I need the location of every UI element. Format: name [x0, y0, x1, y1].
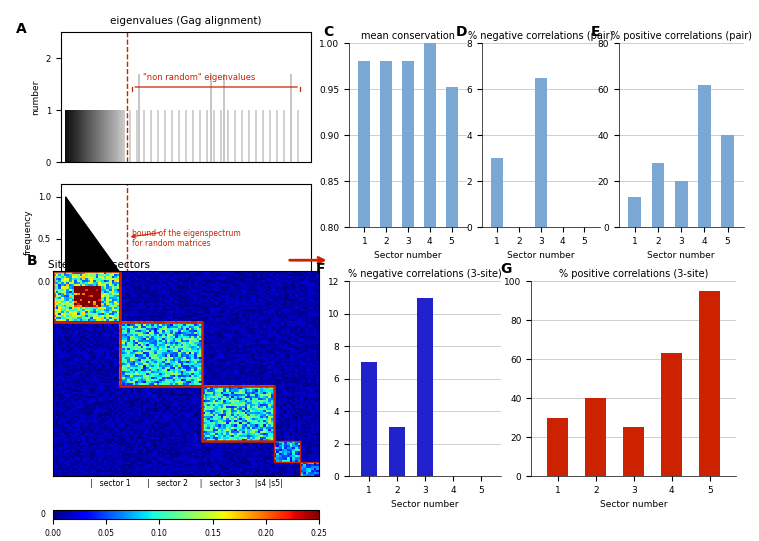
- Text: G: G: [501, 262, 512, 276]
- X-axis label: Sector number: Sector number: [507, 252, 575, 261]
- Bar: [301, 461, 319, 476]
- Bar: [150, 110, 152, 162]
- Bar: [178, 110, 180, 162]
- X-axis label: Sector number: Sector number: [647, 252, 715, 261]
- Bar: [223, 74, 225, 162]
- Title: eigenvalues (Gag alignment): eigenvalues (Gag alignment): [110, 16, 262, 26]
- Text: Sites within sectors: Sites within sectors: [48, 260, 150, 270]
- Bar: [283, 110, 285, 162]
- Bar: [276, 110, 278, 162]
- Bar: [547, 418, 568, 476]
- X-axis label: Sector number: Sector number: [374, 252, 442, 261]
- Bar: [129, 110, 131, 162]
- Bar: [361, 362, 376, 476]
- Bar: [491, 159, 503, 227]
- Text: "non random" eigenvalues: "non random" eigenvalues: [143, 73, 256, 82]
- X-axis label: eigenvalues (randomized alignment): eigenvalues (randomized alignment): [102, 306, 269, 315]
- Bar: [138, 74, 140, 162]
- Bar: [209, 74, 212, 162]
- Bar: [721, 135, 734, 227]
- Bar: [535, 78, 546, 227]
- Bar: [202, 386, 273, 441]
- Title: % negative correlations (pair): % negative correlations (pair): [468, 31, 613, 41]
- Bar: [424, 43, 436, 541]
- Title: % negative correlations (3-site): % negative correlations (3-site): [348, 269, 502, 279]
- Bar: [164, 110, 166, 162]
- X-axis label: |   sector 1       |   sector 2     |   sector 3      |s4 |s5|: | sector 1 | sector 2 | sector 3 |s4 |s5…: [90, 479, 282, 488]
- Text: bound of the eigenspectrum
for random matrices: bound of the eigenspectrum for random ma…: [132, 229, 241, 248]
- Bar: [290, 74, 292, 162]
- Bar: [585, 398, 606, 476]
- Text: E: E: [591, 25, 600, 39]
- Bar: [213, 110, 215, 162]
- Bar: [53, 270, 120, 322]
- Bar: [358, 61, 370, 541]
- Y-axis label: number: number: [31, 80, 40, 115]
- Bar: [661, 353, 682, 476]
- Text: D: D: [456, 25, 468, 39]
- Text: F: F: [316, 262, 326, 276]
- Bar: [628, 197, 641, 227]
- Bar: [380, 61, 392, 541]
- Bar: [199, 110, 201, 162]
- Bar: [220, 110, 222, 162]
- Title: mean conservation: mean conservation: [361, 31, 455, 41]
- Bar: [269, 110, 271, 162]
- Bar: [290, 110, 291, 162]
- Text: C: C: [323, 25, 333, 39]
- Bar: [255, 110, 257, 162]
- X-axis label: Sector number: Sector number: [600, 500, 667, 510]
- Title: % positive correlations (3-site): % positive correlations (3-site): [559, 269, 708, 279]
- Text: 0: 0: [40, 510, 46, 519]
- Bar: [402, 61, 414, 541]
- Bar: [248, 110, 250, 162]
- Bar: [120, 322, 202, 386]
- Bar: [652, 163, 664, 227]
- Bar: [262, 110, 264, 162]
- Text: B: B: [27, 254, 37, 268]
- Bar: [171, 110, 173, 162]
- Bar: [206, 110, 208, 162]
- Bar: [698, 85, 710, 227]
- Bar: [417, 298, 433, 476]
- Bar: [623, 427, 644, 476]
- Bar: [297, 110, 299, 162]
- Bar: [241, 110, 243, 162]
- Text: A: A: [16, 22, 27, 36]
- Bar: [157, 110, 159, 162]
- Bar: [136, 110, 138, 162]
- Bar: [446, 88, 458, 541]
- Bar: [143, 110, 145, 162]
- Title: % positive correlations (pair): % positive correlations (pair): [611, 31, 751, 41]
- Bar: [227, 110, 229, 162]
- Bar: [389, 427, 405, 476]
- Bar: [699, 291, 720, 476]
- Bar: [185, 110, 187, 162]
- X-axis label: Sector number: Sector number: [392, 500, 458, 510]
- Bar: [192, 110, 194, 162]
- Bar: [675, 181, 688, 227]
- Bar: [234, 110, 236, 162]
- Y-axis label: frequency: frequency: [24, 210, 33, 255]
- Bar: [274, 441, 301, 461]
